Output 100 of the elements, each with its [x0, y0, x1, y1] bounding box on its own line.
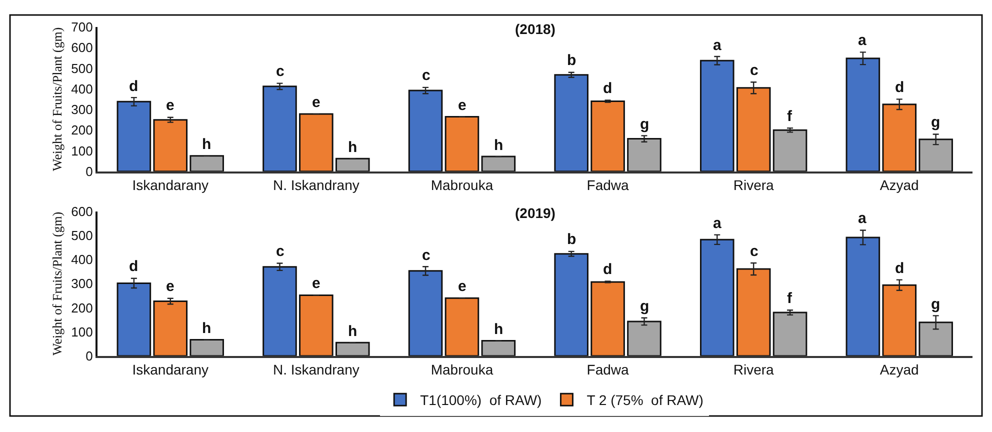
data-label: h — [348, 323, 358, 340]
data-label: e — [166, 278, 174, 295]
bar — [590, 100, 625, 172]
bar — [554, 253, 588, 356]
bar — [444, 297, 480, 356]
x-tick-label: Iskandarany — [132, 177, 209, 194]
y-tick-label: 200 — [71, 122, 93, 138]
data-label: e — [166, 97, 174, 114]
bar — [846, 58, 880, 172]
y-tick-label: 0 — [86, 164, 93, 179]
data-label: c — [750, 243, 758, 260]
bar — [153, 300, 188, 356]
bar — [408, 270, 443, 356]
legend-label: T 2 (75% of RAW) — [586, 392, 704, 408]
y-tick-label: 300 — [71, 102, 93, 118]
x-tick-label: Mabrouka — [430, 177, 494, 194]
data-label: a — [713, 215, 722, 232]
data-label: h — [494, 321, 504, 338]
data-label: a — [713, 37, 722, 54]
y-tick-label: 700 — [71, 20, 93, 35]
data-label: d — [895, 260, 904, 277]
bar — [918, 322, 953, 356]
bar — [590, 281, 625, 356]
bar — [116, 282, 152, 356]
data-label: f — [787, 108, 793, 125]
data-label: a — [858, 210, 867, 227]
y-tick-label: 0 — [86, 348, 93, 364]
data-label: c — [422, 247, 430, 264]
bar — [262, 86, 297, 172]
bar — [772, 129, 808, 172]
bar — [116, 100, 152, 172]
bar — [882, 104, 917, 172]
data-label: c — [276, 243, 284, 260]
data-label: f — [787, 290, 793, 307]
x-tick-label: Iskandarany — [132, 362, 209, 378]
y-tick-label: 600 — [71, 40, 93, 56]
bar — [299, 113, 334, 172]
y-tick-label: 600 — [71, 204, 93, 220]
y-tick-label: 300 — [71, 276, 93, 292]
legend-label: T1(100%) of RAW) — [420, 392, 542, 408]
bar — [736, 268, 771, 356]
y-tick-label: 400 — [71, 252, 93, 268]
bar — [153, 119, 188, 172]
x-tick-label: Rivera — [733, 177, 774, 194]
y-tick-label: 100 — [71, 143, 93, 158]
chart-title: (2018) — [515, 21, 556, 37]
bar — [335, 158, 370, 172]
bar — [736, 87, 771, 172]
data-label: b — [567, 231, 576, 248]
bar — [481, 156, 516, 172]
bar — [554, 74, 588, 172]
data-label: e — [312, 275, 320, 292]
bar — [299, 294, 334, 356]
bar — [190, 155, 224, 172]
bar — [846, 236, 880, 356]
bar — [627, 138, 662, 172]
bar — [772, 312, 808, 356]
chart-title: (2019) — [515, 205, 556, 221]
bar — [335, 342, 370, 356]
data-label: d — [129, 258, 138, 275]
data-label: c — [422, 67, 430, 84]
bar — [408, 90, 443, 172]
data-label: c — [750, 62, 758, 79]
data-label: h — [202, 320, 212, 337]
data-label: g — [640, 116, 650, 133]
x-tick-label: Fadwa — [586, 177, 629, 194]
x-tick-label: N. Iskandrany — [272, 362, 360, 378]
bar — [918, 138, 953, 172]
bar — [882, 284, 917, 356]
data-label: g — [931, 114, 940, 131]
x-tick-label: Fadwa — [586, 362, 629, 378]
y-tick-label: 500 — [71, 228, 93, 244]
data-label: d — [603, 261, 612, 278]
data-label: d — [895, 79, 904, 96]
bar — [627, 320, 662, 356]
data-label: g — [640, 298, 650, 315]
data-label: e — [458, 97, 466, 114]
bar — [481, 340, 516, 356]
data-label: h — [348, 139, 358, 156]
data-label: a — [858, 32, 867, 49]
data-label: c — [276, 63, 284, 80]
data-label: e — [458, 278, 466, 295]
x-tick-label: Mabrouka — [430, 362, 494, 378]
data-label: b — [567, 52, 576, 69]
y-axis-title: Weight of Fruits/Plant (gm) — [50, 212, 65, 356]
y-tick-label: 100 — [71, 324, 93, 340]
x-tick-label: Azyad — [880, 177, 919, 194]
bar — [190, 338, 224, 356]
x-tick-label: Rivera — [733, 362, 774, 378]
bar — [700, 238, 734, 356]
bar — [262, 266, 297, 356]
y-tick-label: 500 — [71, 60, 93, 76]
data-label: h — [494, 137, 504, 154]
y-tick-label: 200 — [71, 300, 93, 316]
bar — [700, 60, 734, 172]
x-tick-label: N. Iskandrany — [272, 177, 360, 194]
bar — [444, 116, 480, 172]
data-label: h — [202, 136, 212, 153]
data-label: d — [129, 78, 138, 95]
x-tick-label: Azyad — [880, 362, 919, 378]
